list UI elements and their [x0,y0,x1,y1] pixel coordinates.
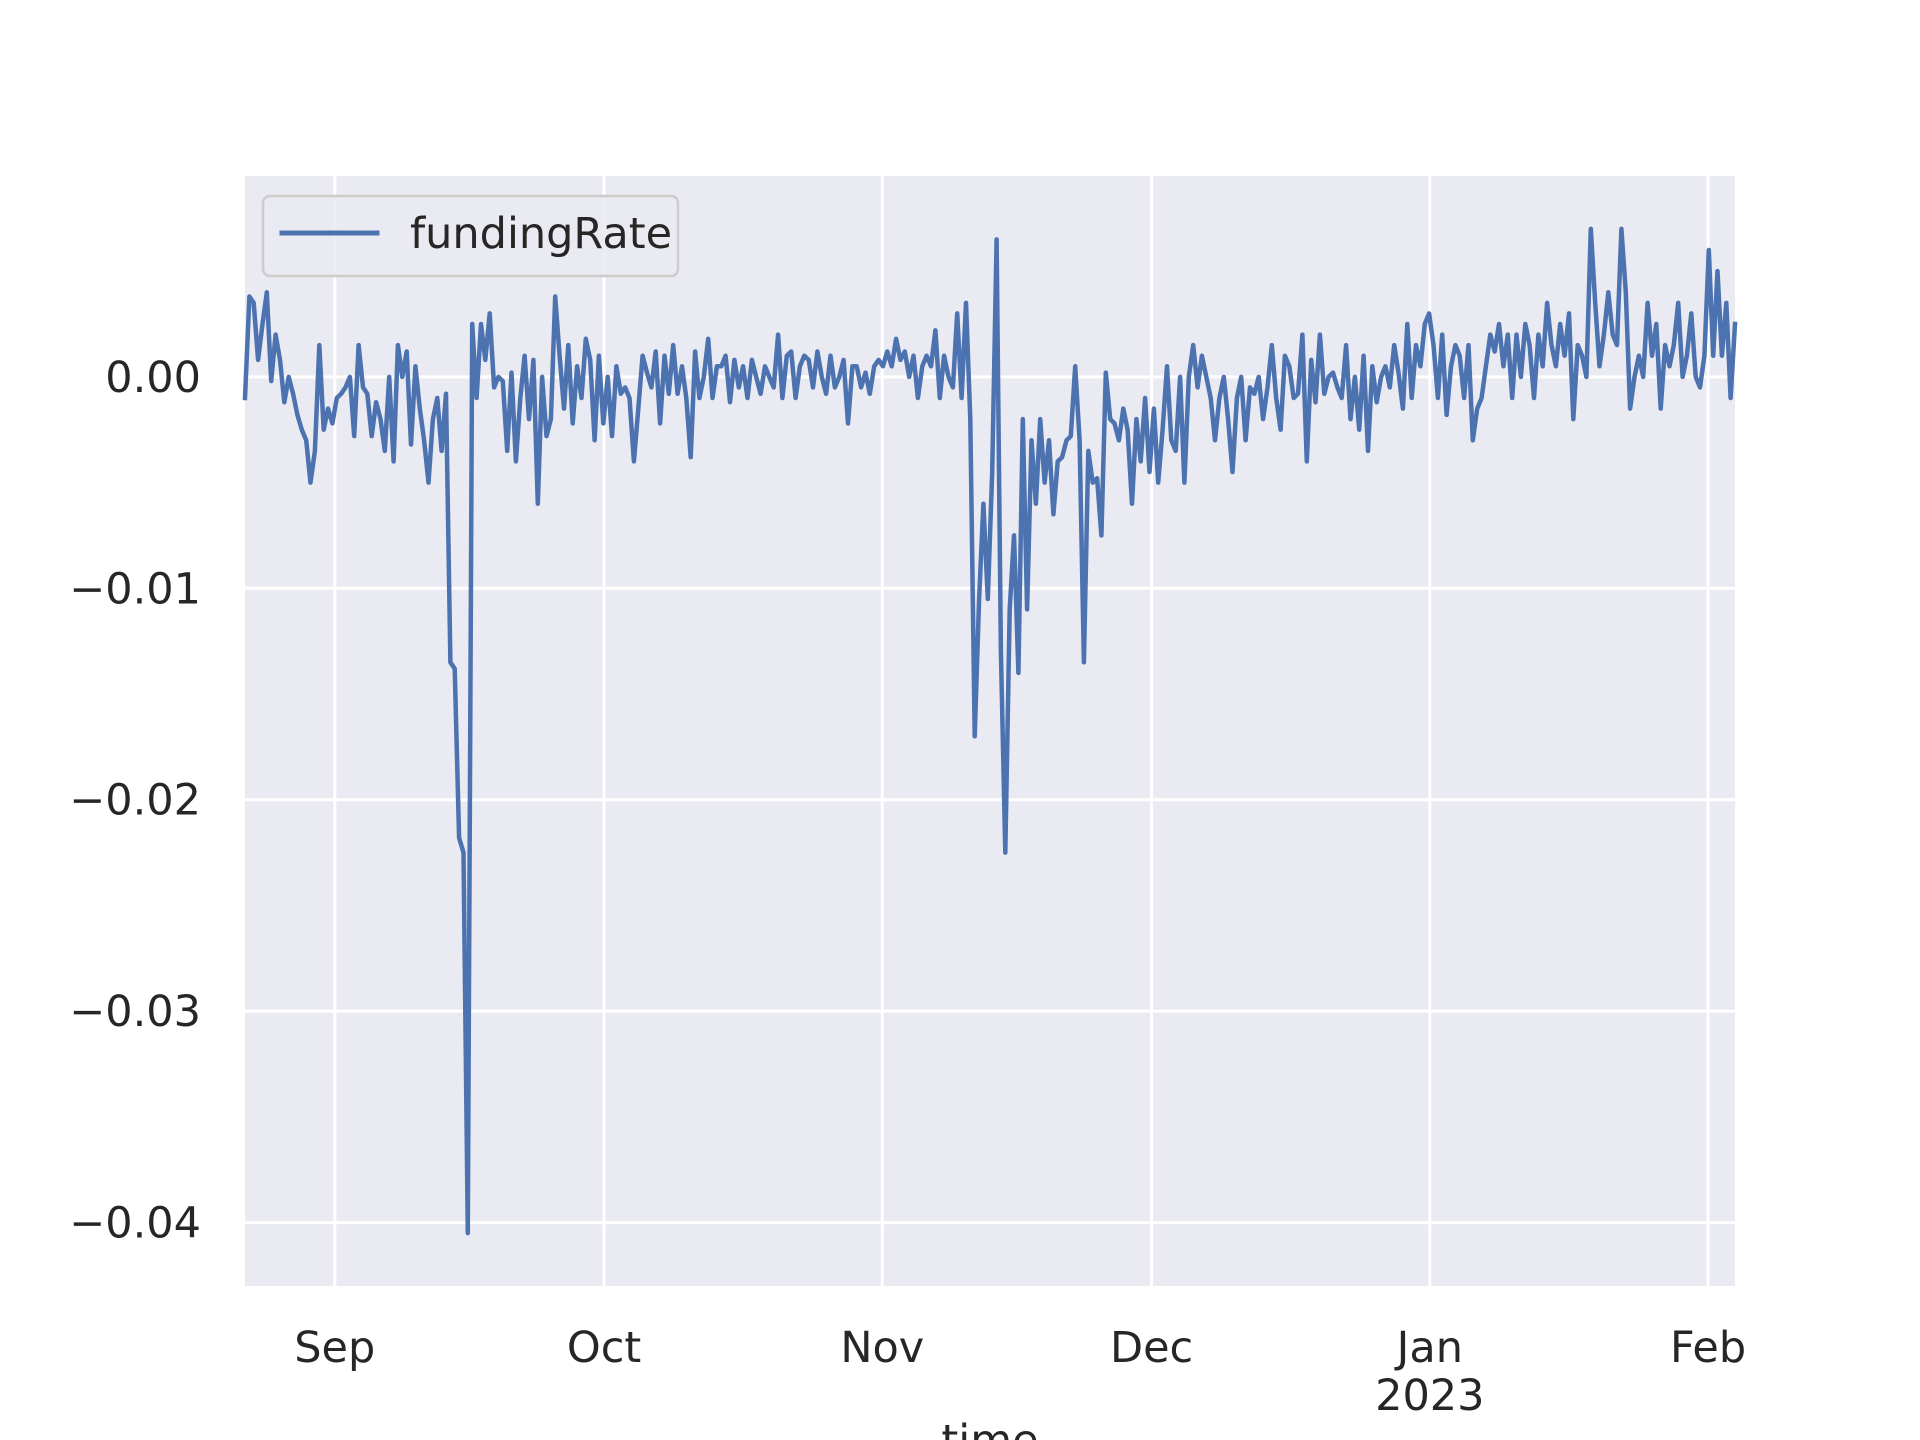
x-tick-label: Jan [1394,1323,1463,1373]
legend-frame [261,194,680,278]
x-axis-label: time [941,1416,1038,1440]
series-line-fundingRate [242,226,1738,1236]
legend: fundingRate [261,194,680,278]
y-tick-label: −0.02 [69,776,201,826]
x-tick-label: Nov [840,1323,924,1373]
x-tick-sublabel: 2023 [1375,1371,1484,1421]
x-tick-label: Dec [1110,1323,1193,1373]
y-tick-label: −0.01 [69,564,201,614]
y-tick-label: 0.00 [105,353,201,403]
x-tick-label: Sep [294,1323,375,1373]
x-tick-label: Feb [1670,1323,1746,1373]
x-tick-label: Oct [567,1323,641,1373]
y-tick-label: −0.04 [69,1199,201,1249]
y-tick-label: −0.03 [69,987,201,1037]
series-layer [242,226,1738,1236]
legend-label: fundingRate [410,209,672,259]
y-axis-ticks: 0.00 −0.01 −0.02 −0.03 −0.04 [69,353,201,1249]
